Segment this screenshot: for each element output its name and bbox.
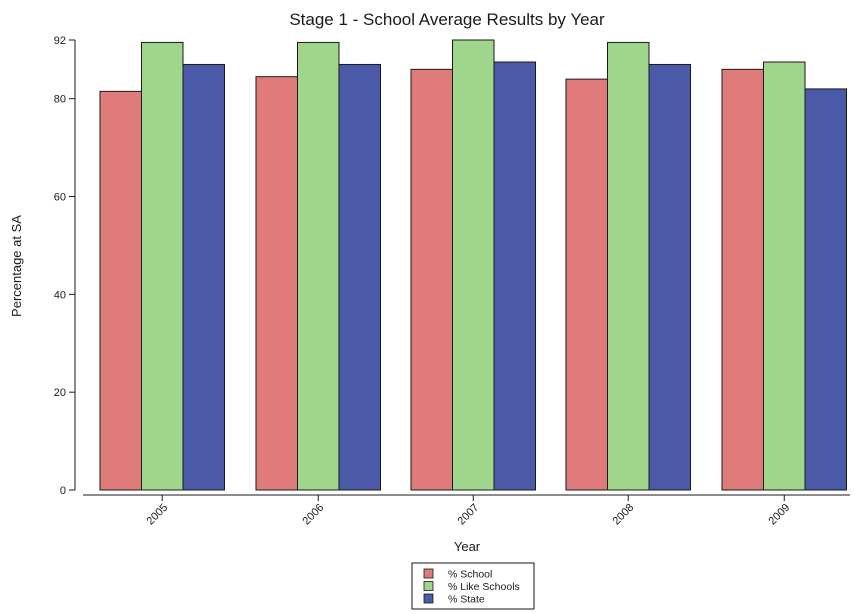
legend: % School% Like Schools% State bbox=[411, 562, 535, 610]
y-tick-label: 80 bbox=[54, 94, 66, 106]
bar-state-2009 bbox=[804, 88, 847, 491]
chart-title: Stage 1 - School Average Results by Year bbox=[289, 10, 605, 29]
y-tick-label: 0 bbox=[60, 485, 66, 497]
bar-state-2008 bbox=[648, 63, 691, 491]
y-tick-label: 20 bbox=[54, 387, 66, 399]
x-tick-label: 2007 bbox=[456, 502, 482, 528]
bar-school-2006 bbox=[255, 76, 298, 491]
bar-state-2006 bbox=[338, 63, 381, 491]
legend-entry: % Like Schools bbox=[448, 581, 520, 593]
bars bbox=[99, 39, 847, 491]
legend-entry: % School bbox=[448, 569, 492, 581]
bar-like-schools-2007 bbox=[452, 39, 495, 491]
bar-school-2005 bbox=[99, 90, 142, 491]
bar-school-2009 bbox=[721, 68, 764, 491]
x-axis: 2005 2006 2007 2008 2009 bbox=[83, 494, 850, 528]
legend-swatch bbox=[423, 568, 434, 579]
bar-like-schools-2008 bbox=[607, 41, 650, 491]
legend-entry: % State bbox=[448, 594, 485, 606]
bar-school-2008 bbox=[565, 78, 608, 491]
y-axis-title: Percentage at SA bbox=[9, 215, 24, 317]
legend-swatch bbox=[423, 581, 434, 591]
x-tick-label: 2008 bbox=[611, 502, 637, 528]
y-tick-label: 40 bbox=[54, 289, 66, 301]
x-axis-title: Year bbox=[454, 539, 481, 554]
bar-state-2007 bbox=[493, 61, 536, 491]
x-tick-label: 2006 bbox=[301, 502, 327, 528]
x-tick-label: 2009 bbox=[767, 502, 793, 528]
legend-swatch bbox=[423, 593, 434, 604]
bar-like-schools-2009 bbox=[763, 61, 806, 491]
bar-like-schools-2006 bbox=[297, 41, 340, 491]
y-tick-label: 92 bbox=[54, 35, 66, 47]
y-tick-label: 60 bbox=[54, 192, 66, 204]
x-tick-label: 2005 bbox=[145, 502, 171, 528]
bar-school-2007 bbox=[410, 68, 453, 491]
bar-state-2005 bbox=[182, 63, 225, 491]
bar-like-schools-2005 bbox=[141, 41, 184, 491]
y-axis: 0 20 40 60 80 92 bbox=[54, 35, 76, 497]
